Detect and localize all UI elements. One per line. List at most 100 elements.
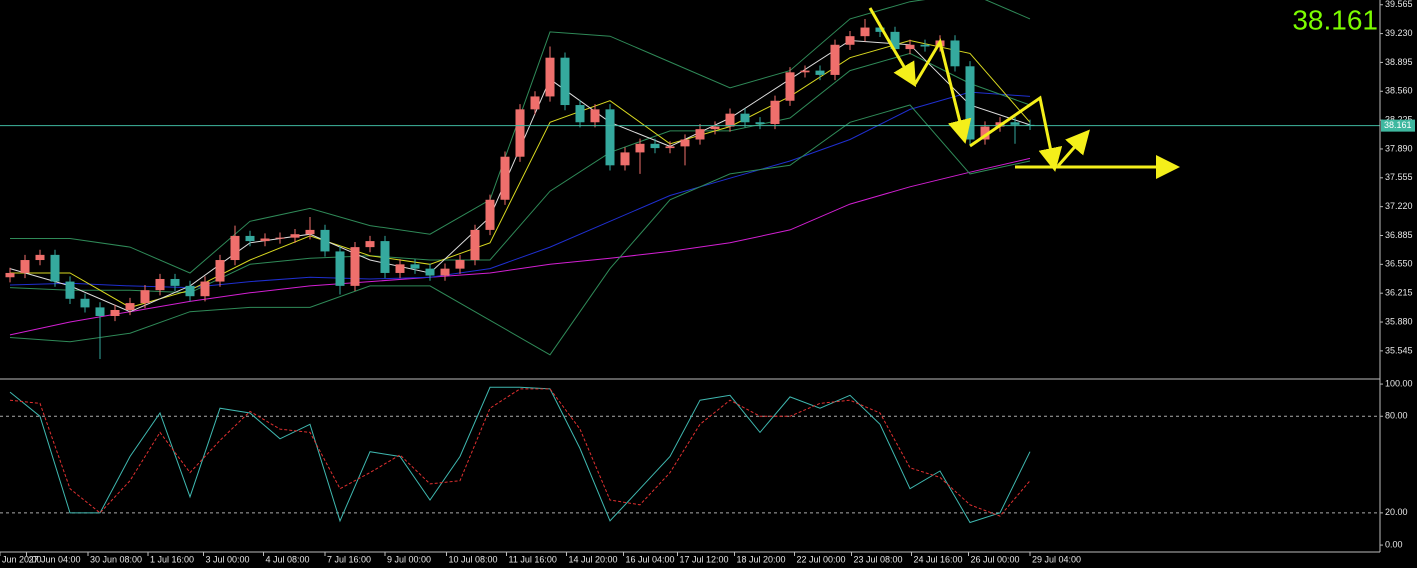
y-tick-label: 35.545 (1385, 345, 1413, 355)
x-tick-label: 7 Jul 16:00 (327, 554, 371, 564)
candle-body (35, 254, 45, 261)
candle-body (95, 307, 105, 317)
indicator-line (10, 39, 1031, 308)
candle-body (755, 122, 765, 124)
candle-body (890, 31, 900, 50)
x-tick-label: 9 Jul 00:00 (387, 554, 431, 564)
y-tick-label: 38.225 (1385, 114, 1413, 124)
x-tick-label: Jun 20:00 (2, 554, 42, 564)
candle-body (725, 113, 735, 127)
candle-body (305, 229, 315, 235)
candle-body (350, 247, 360, 286)
indicator-line (9, 157, 1031, 336)
indicator-line (9, 52, 1031, 294)
x-tick-label: 22 Jul 00:00 (797, 554, 846, 564)
candle-body (200, 281, 210, 297)
candle-body (365, 241, 375, 248)
x-tick-label: 23 Jul 08:00 (854, 554, 903, 564)
candle-body (695, 129, 705, 140)
current-price-tag (1381, 119, 1415, 132)
y-tick-label: 37.890 (1385, 143, 1413, 153)
x-tick-label: 18 Jul 20:00 (737, 554, 786, 564)
candle-body (110, 309, 120, 317)
y-tick-label: 0.00 (1385, 539, 1403, 549)
candle-body (335, 251, 345, 286)
candle-body (410, 264, 420, 269)
candle-body (920, 44, 930, 47)
indicator-line (9, 104, 1031, 356)
candle-body (65, 281, 75, 299)
current-price-big: 38.161 (1292, 4, 1378, 35)
y-tick-label: 38.895 (1385, 57, 1413, 67)
x-tick-label: 30 Jun 08:00 (90, 554, 142, 564)
y-tick-label: 35.880 (1385, 316, 1413, 326)
candle-body (275, 237, 285, 239)
candle-body (245, 235, 255, 242)
candle-body (965, 66, 975, 140)
candle-body (530, 96, 540, 110)
candle-body (260, 238, 270, 242)
x-tick-label: 1 Jul 16:00 (150, 554, 194, 564)
candle-body (665, 146, 675, 149)
candle-body (575, 105, 585, 123)
y-tick-label: 100.00 (1385, 378, 1413, 388)
candle-body (710, 126, 720, 130)
candle-body (380, 241, 390, 273)
candle-body (155, 278, 165, 291)
x-tick-label: 3 Jul 00:00 (206, 554, 250, 564)
candle-body (590, 109, 600, 123)
candle-body (875, 27, 885, 32)
candle-body (125, 303, 135, 310)
y-tick-label: 38.560 (1385, 86, 1413, 96)
candle-body (785, 72, 795, 101)
candle-body (470, 229, 480, 261)
candle-body (230, 235, 240, 261)
candle-body (560, 57, 570, 106)
candle-body (845, 36, 855, 45)
arrow (969, 95, 1063, 172)
candle-body (815, 70, 825, 75)
candle-body (800, 70, 810, 73)
candle-body (770, 100, 780, 124)
y-tick-label: 36.550 (1385, 259, 1413, 269)
y-tick-label: 20.00 (1385, 507, 1408, 517)
candle-body (905, 44, 915, 50)
x-tick-label: 10 Jul 08:00 (449, 554, 498, 564)
x-tick-label: 29 Jul 04:00 (1032, 554, 1081, 564)
candle-body (290, 234, 300, 238)
candle-body (80, 298, 90, 308)
y-tick-label: 80.00 (1385, 411, 1408, 421)
candle-body (140, 290, 150, 304)
x-tick-label: 4 Jul 08:00 (266, 554, 310, 564)
candle-body (215, 260, 225, 282)
arrow (868, 7, 917, 88)
y-tick-label: 39.565 (1385, 0, 1413, 9)
candle-body (20, 260, 30, 273)
candle-body (950, 40, 960, 67)
candle-body (545, 57, 555, 97)
x-tick-label: 14 Jul 20:00 (569, 554, 618, 564)
candle-body (515, 109, 525, 157)
candle-body (455, 260, 465, 269)
candle-body (680, 139, 690, 147)
y-tick-label: 36.215 (1385, 288, 1413, 298)
x-tick-label: 27 Jun 04:00 (29, 554, 81, 564)
y-tick-label: 37.555 (1385, 172, 1413, 182)
plot-area (0, 0, 1380, 524)
candle-body (830, 44, 840, 75)
x-tick-label: 16 Jul 04:00 (626, 554, 675, 564)
arrow (913, 38, 972, 144)
y-tick-label: 39.230 (1385, 28, 1413, 38)
y-tick-label: 36.885 (1385, 230, 1413, 240)
arrow (1056, 129, 1090, 167)
candle-body (635, 143, 645, 153)
candle-body (500, 156, 510, 200)
candle-body (440, 268, 450, 276)
candle-body (605, 109, 615, 166)
candle-body (980, 126, 990, 140)
candle-body (425, 268, 435, 276)
y-tick-label: 37.220 (1385, 201, 1413, 211)
